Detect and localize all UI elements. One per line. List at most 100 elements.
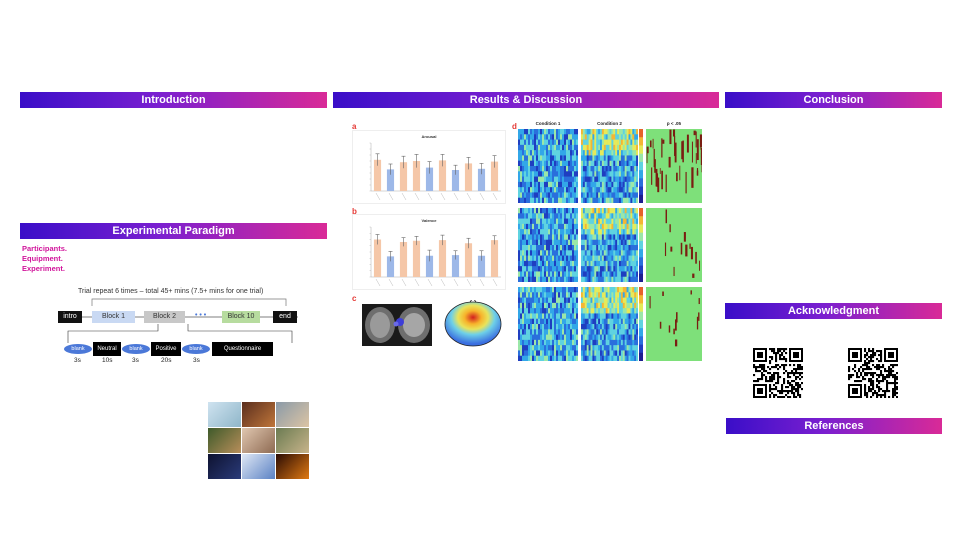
bar xyxy=(373,159,382,191)
heatmap-cell xyxy=(582,313,586,320)
x-tick-label xyxy=(479,192,485,201)
heatmap-cell xyxy=(534,324,537,330)
heatmap-cell xyxy=(619,260,622,267)
heatmap-cell xyxy=(628,297,631,304)
heatmap-cell xyxy=(588,287,591,293)
qr-module xyxy=(773,348,776,351)
heatmap-cell xyxy=(568,266,571,272)
heatmap-cell xyxy=(538,350,541,357)
heatmap-cell xyxy=(540,139,543,146)
heatmap-cell xyxy=(570,160,573,167)
heatmap-cell xyxy=(526,234,529,241)
heatmap-cell xyxy=(530,129,533,135)
qr-module xyxy=(892,366,895,369)
significance-cluster xyxy=(689,243,691,249)
significance-cluster xyxy=(690,290,692,295)
heatmap-cell xyxy=(594,171,597,177)
heatmap-cell xyxy=(615,266,618,272)
heatmap-cell xyxy=(528,213,531,219)
heatmap-cell xyxy=(632,318,635,325)
heatmap-cell xyxy=(581,171,584,177)
qr-module xyxy=(799,372,802,375)
heatmap-cell xyxy=(634,339,637,346)
heatmap-cell xyxy=(532,181,535,188)
heatmap-cell xyxy=(548,234,551,241)
heatmap-cell xyxy=(528,129,531,135)
heatmap-cell xyxy=(609,266,612,272)
heatmap-cell xyxy=(594,266,597,272)
heatmap-cell xyxy=(624,223,627,230)
heatmap-cell xyxy=(520,229,523,235)
heatmap-cell xyxy=(622,287,625,293)
heatmap-cell xyxy=(568,187,571,193)
heatmap-cell xyxy=(560,350,563,357)
heatmap-cell xyxy=(528,192,531,199)
heatmap-cell xyxy=(622,155,625,162)
heatmap-cell xyxy=(634,150,637,156)
heatmap-cell xyxy=(544,292,547,298)
heatmap-cell xyxy=(620,334,624,341)
heatmap-cell xyxy=(550,334,553,341)
qr-module xyxy=(779,358,782,361)
qr-module xyxy=(878,394,881,397)
heatmap-cell xyxy=(615,350,618,357)
qr-module xyxy=(870,384,873,387)
heatmap-cell xyxy=(552,155,555,162)
heatmap-cell xyxy=(526,260,529,267)
heatmap-cell xyxy=(562,239,565,246)
heatmap-cell xyxy=(562,345,565,351)
qr-module xyxy=(793,368,796,371)
qr-module xyxy=(765,370,768,373)
heatmap-cell xyxy=(536,292,539,298)
qr-module xyxy=(791,388,794,391)
heatmap-cell xyxy=(522,176,525,183)
qr-module xyxy=(864,386,867,389)
heatmap-cell xyxy=(532,318,535,325)
heatmap-cell xyxy=(582,229,586,235)
heatmap-cell xyxy=(622,339,625,346)
bar xyxy=(386,256,395,277)
heatmap-cell xyxy=(592,176,595,183)
heatmap-cell xyxy=(518,302,521,309)
qr-module xyxy=(755,380,758,383)
heatmap-cell xyxy=(590,334,593,341)
heatmap-cell xyxy=(636,129,638,135)
heatmap-cell xyxy=(522,245,525,251)
heatmap-cell xyxy=(630,150,633,156)
heatmap-cell xyxy=(526,213,529,219)
heatmap-cell xyxy=(630,213,633,219)
qr-module xyxy=(880,350,883,353)
qr-module xyxy=(886,380,889,383)
heatmap-cell xyxy=(564,255,567,262)
qr-module xyxy=(848,370,851,373)
heatmap-cell xyxy=(626,192,629,199)
heatmap-cell xyxy=(594,339,597,346)
heatmap-cell xyxy=(590,213,593,219)
heatmap-cell xyxy=(588,213,591,219)
heatmap-cell xyxy=(534,213,537,219)
heatmap-cell xyxy=(556,166,559,172)
qr-finder-center xyxy=(793,352,799,358)
heatmap-cell xyxy=(550,218,553,225)
qr-module xyxy=(892,390,895,393)
qr-module xyxy=(787,386,790,389)
heatmap-cell xyxy=(576,266,578,272)
heatmap-cell xyxy=(552,223,555,230)
heatmap-cell xyxy=(572,355,575,361)
heatmap-cell xyxy=(520,271,523,278)
heatmap-cell xyxy=(632,218,635,225)
heatmap-cell xyxy=(615,134,618,140)
heatmap-cell xyxy=(582,155,586,162)
heatmap-cell xyxy=(528,171,531,177)
heatmap-cell xyxy=(546,313,549,320)
heatmap-cell xyxy=(592,266,595,272)
colorbar-step xyxy=(639,295,643,304)
qr-module xyxy=(854,366,857,369)
significance-cluster xyxy=(670,246,673,252)
heatmap-cell xyxy=(634,239,637,246)
heatmap-cell xyxy=(562,218,565,225)
heatmap-cell xyxy=(556,329,559,335)
heatmap-cell xyxy=(572,213,575,219)
qr-module xyxy=(864,378,867,381)
heatmap-cell xyxy=(601,297,605,304)
